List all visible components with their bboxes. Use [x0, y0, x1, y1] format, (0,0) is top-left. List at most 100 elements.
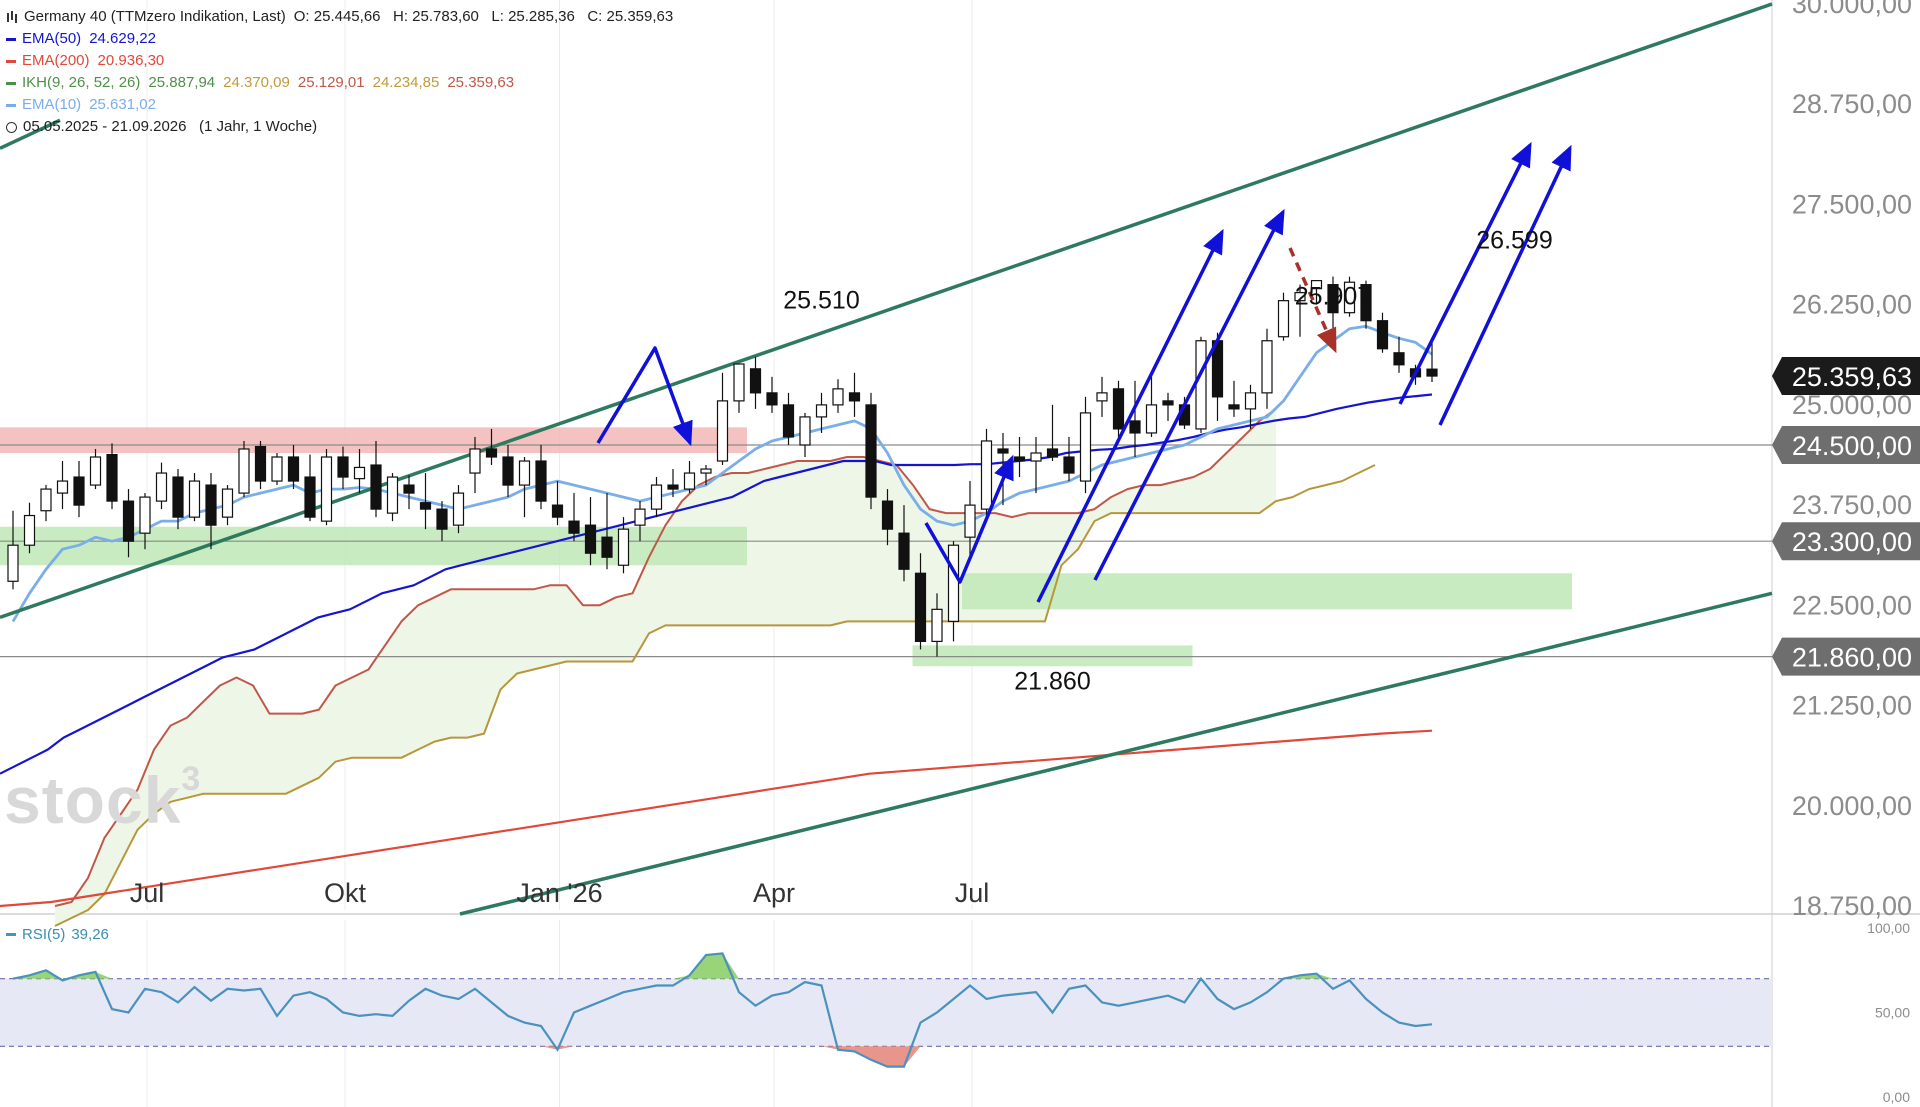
watermark-logo: stock3	[4, 760, 202, 837]
candle	[1063, 436, 1075, 482]
price-annotations: 25.510 21.860 25.907 26.599	[783, 227, 1552, 696]
ichimoku-span-a	[54, 408, 1277, 907]
candle-up	[733, 363, 745, 402]
candle	[1310, 280, 1323, 305]
candle	[485, 428, 498, 466]
candle-down	[568, 520, 580, 534]
candle	[551, 481, 564, 526]
rsi-tick-label: 100,00	[1867, 920, 1910, 936]
candle	[40, 485, 52, 522]
indicator-swatch	[6, 59, 16, 63]
chart-type-icon[interactable]	[6, 11, 18, 23]
candle	[650, 477, 663, 518]
candle	[403, 475, 415, 510]
kumo-fill	[55, 408, 1276, 926]
candle-up	[386, 476, 399, 514]
candle	[617, 517, 630, 574]
ichimoku-cloud	[55, 408, 1276, 926]
time-axis: Jul Okt Jan '26 Apr Jul	[130, 878, 990, 908]
candle-down	[997, 448, 1009, 454]
indicator-value: 20.936,30	[97, 52, 165, 69]
candle	[782, 392, 795, 445]
candle-down	[254, 445, 267, 482]
price-badge-label: 23.300,00	[1792, 527, 1912, 557]
candle-up	[716, 400, 729, 462]
candle	[469, 436, 481, 494]
candle	[733, 363, 745, 413]
candle-down	[1376, 320, 1389, 350]
candle	[304, 454, 316, 522]
candle	[1294, 284, 1306, 337]
price-annotation: 21.860	[1014, 668, 1090, 696]
candle	[848, 372, 861, 417]
candle	[89, 448, 102, 490]
candle	[832, 379, 844, 413]
zigzag-arrow-2	[924, 454, 1014, 584]
candle	[188, 473, 201, 522]
zigzag-arrow-1	[596, 346, 693, 447]
candle-up	[650, 484, 663, 510]
horizontal-levels	[0, 444, 1772, 658]
candle-up	[832, 388, 844, 406]
indicator-value: 25.359,63	[447, 74, 515, 91]
candle-down	[485, 448, 498, 458]
x-tick-label: Jan '26	[516, 878, 602, 908]
candle-up	[155, 472, 168, 502]
candle	[271, 452, 283, 486]
candle-up	[320, 456, 333, 522]
candle	[914, 553, 927, 650]
trend-channel	[0, 2, 1773, 916]
candle-down	[535, 460, 547, 502]
rsi-swatch	[6, 933, 16, 936]
candle	[1013, 436, 1026, 478]
candle-down	[1129, 420, 1141, 434]
candle	[1129, 380, 1141, 458]
candle-up	[947, 544, 960, 622]
rsi-oversold-fill	[821, 1046, 838, 1050]
resistance-zone	[0, 427, 747, 453]
candle-down	[1228, 404, 1240, 410]
candle	[106, 443, 118, 510]
candle-down	[914, 572, 927, 643]
indicator-value: 24.370,09	[223, 74, 290, 91]
candle	[7, 510, 19, 590]
candle	[1079, 396, 1092, 494]
candle	[535, 444, 547, 510]
y-tick-label: 21.250,00	[1792, 691, 1912, 721]
y-tick-label: 28.750,00	[1792, 89, 1912, 119]
y-tick-label: 18.750,00	[1792, 891, 1912, 921]
candle-up	[271, 456, 283, 482]
ema50-line	[0, 393, 1433, 775]
candle-down	[848, 392, 861, 402]
candle-up	[1244, 392, 1257, 410]
candle-down	[1393, 352, 1405, 366]
candle-up	[56, 480, 69, 494]
candle	[370, 440, 382, 518]
y-tick-label: 30.000,00	[1792, 0, 1912, 19]
candle-down	[782, 404, 795, 438]
candle-up	[40, 488, 52, 512]
candle	[1145, 376, 1158, 437]
candle	[980, 428, 993, 518]
price-axis: 30.000,0028.750,0027.500,0026.250,0025.0…	[1772, 0, 1920, 921]
candle-down	[370, 464, 382, 510]
candle	[155, 462, 168, 510]
candle	[56, 461, 69, 510]
candle	[584, 497, 597, 566]
channel-lower	[459, 591, 1773, 916]
candle-up	[634, 508, 646, 526]
drawn-arrows	[596, 141, 1572, 603]
candle-down	[898, 532, 910, 570]
candle-up	[1195, 340, 1207, 430]
candle-up	[964, 504, 976, 538]
candle-down	[106, 453, 118, 502]
candle-down	[73, 476, 85, 506]
candle	[172, 469, 184, 530]
candle-down	[1013, 456, 1026, 462]
candle	[799, 412, 811, 458]
down-arrow-dashed	[1288, 247, 1337, 354]
candle-up	[1096, 392, 1108, 402]
candle	[1096, 376, 1108, 417]
